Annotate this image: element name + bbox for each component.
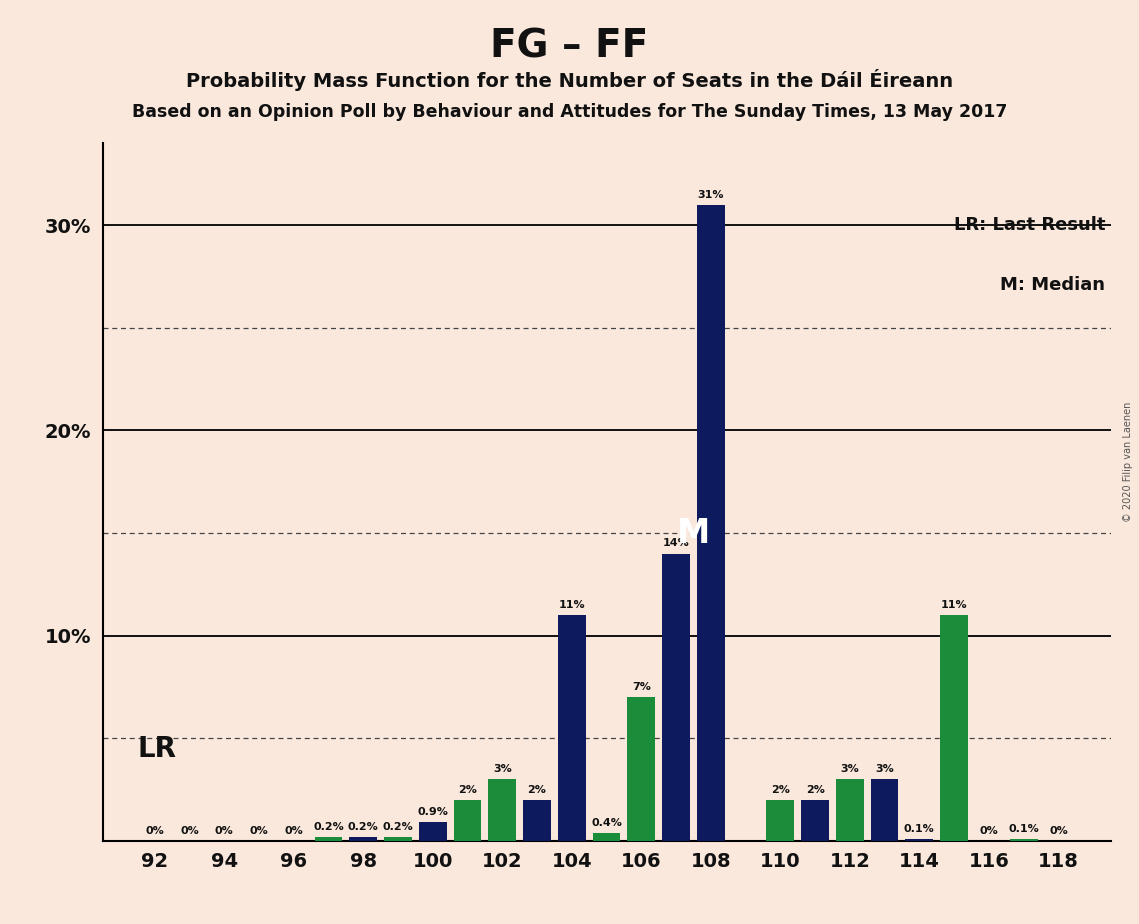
Text: 0.4%: 0.4% [591, 818, 622, 828]
Text: LR: Last Result: LR: Last Result [954, 216, 1106, 235]
Text: 7%: 7% [632, 682, 650, 692]
Bar [453, 800, 482, 841]
Bar [419, 822, 446, 841]
Bar [836, 779, 863, 841]
Text: 0.1%: 0.1% [904, 823, 935, 833]
Text: M: Median: M: Median [1000, 275, 1106, 294]
Text: 0.2%: 0.2% [347, 821, 378, 832]
Text: 11%: 11% [941, 600, 967, 610]
Text: 0%: 0% [1049, 826, 1067, 835]
Bar [523, 800, 551, 841]
Text: 3%: 3% [875, 764, 894, 774]
Text: 14%: 14% [663, 539, 689, 549]
Bar [314, 837, 343, 841]
Bar [350, 837, 377, 841]
Bar [592, 833, 621, 841]
Text: 0.1%: 0.1% [1008, 823, 1039, 833]
Text: 2%: 2% [805, 784, 825, 795]
Text: 0%: 0% [215, 826, 233, 835]
Text: 11%: 11% [558, 600, 585, 610]
Text: 2%: 2% [458, 784, 477, 795]
Bar [628, 698, 655, 841]
Text: 0%: 0% [285, 826, 303, 835]
Bar [558, 615, 585, 841]
Bar [384, 837, 412, 841]
Text: 3%: 3% [841, 764, 859, 774]
Bar [1010, 839, 1038, 841]
Text: 0.2%: 0.2% [383, 821, 413, 832]
Text: LR: LR [138, 735, 177, 762]
Text: 0%: 0% [980, 826, 998, 835]
Bar [870, 779, 899, 841]
Text: Based on an Opinion Poll by Behaviour and Attitudes for The Sunday Times, 13 May: Based on an Opinion Poll by Behaviour an… [132, 103, 1007, 121]
Text: 31%: 31% [697, 189, 724, 200]
Bar [801, 800, 829, 841]
Bar [697, 205, 724, 841]
Text: 2%: 2% [527, 784, 547, 795]
Text: 0.9%: 0.9% [417, 808, 448, 817]
Text: © 2020 Filip van Laenen: © 2020 Filip van Laenen [1123, 402, 1132, 522]
Text: M: M [677, 517, 710, 550]
Bar [489, 779, 516, 841]
Text: FG – FF: FG – FF [491, 28, 648, 66]
Bar [906, 839, 933, 841]
Text: 0%: 0% [249, 826, 269, 835]
Text: 0%: 0% [180, 826, 199, 835]
Text: 3%: 3% [493, 764, 511, 774]
Bar [767, 800, 794, 841]
Text: 0%: 0% [146, 826, 164, 835]
Bar [662, 553, 690, 841]
Text: Probability Mass Function for the Number of Seats in the Dáil Éireann: Probability Mass Function for the Number… [186, 69, 953, 91]
Text: 2%: 2% [771, 784, 789, 795]
Text: 0.2%: 0.2% [313, 821, 344, 832]
Bar [940, 615, 968, 841]
